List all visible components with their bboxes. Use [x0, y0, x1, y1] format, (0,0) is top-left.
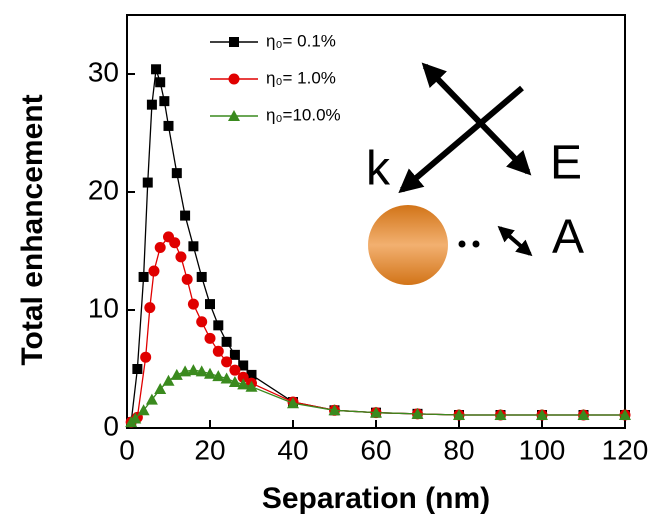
marker [148, 266, 159, 277]
x-axis-label: Separation (nm) [262, 482, 490, 515]
marker [144, 302, 155, 313]
marker [155, 242, 166, 253]
marker [182, 274, 193, 285]
y-tick-label: 10 [88, 292, 119, 323]
inset-diagram: k E A [366, 66, 584, 285]
annotation: A [552, 211, 584, 264]
x-tick-label: 20 [194, 434, 225, 465]
marker [175, 251, 186, 262]
legend-label: η₀= 0.1% [266, 31, 336, 50]
y-tick-label: 20 [88, 174, 119, 205]
x-tick-label: 120 [602, 434, 649, 465]
marker [213, 346, 224, 357]
marker [205, 333, 216, 344]
marker [197, 272, 207, 282]
annotation: k [366, 143, 391, 196]
chart: Separation (nm) Total enhancement k E A … [0, 0, 663, 527]
dot [473, 241, 480, 248]
marker [221, 356, 232, 367]
x-tick-label: 100 [519, 434, 566, 465]
y-tick-label: 30 [88, 56, 119, 87]
x-tick-label: 0 [119, 434, 135, 465]
y-tick-label: 0 [103, 410, 119, 441]
annotation: E [550, 137, 582, 190]
legend-marker [229, 37, 239, 47]
x-tick-label: 40 [277, 434, 308, 465]
nanoparticle [368, 205, 448, 285]
marker [159, 96, 169, 106]
marker [155, 77, 165, 87]
marker [169, 237, 180, 248]
x-tick-label: 60 [360, 434, 391, 465]
marker [143, 178, 153, 188]
marker [140, 352, 151, 363]
marker [132, 364, 142, 374]
marker [147, 100, 157, 110]
legend-label: η₀= 1.0% [266, 68, 336, 87]
y-axis-label: Total enhancement [16, 94, 49, 365]
dipole-arrow [500, 228, 530, 254]
marker [188, 299, 199, 310]
marker [180, 211, 190, 221]
marker [230, 350, 240, 360]
legend-marker [229, 74, 240, 85]
marker [196, 316, 207, 327]
marker [222, 337, 232, 347]
marker [188, 241, 198, 251]
marker [139, 272, 149, 282]
marker [213, 320, 223, 330]
marker [151, 64, 161, 74]
marker [172, 168, 182, 178]
dot [459, 241, 466, 248]
marker [164, 121, 174, 131]
marker [205, 299, 215, 309]
x-tick-label: 80 [443, 434, 474, 465]
legend-label: η₀=10.0% [266, 105, 341, 124]
